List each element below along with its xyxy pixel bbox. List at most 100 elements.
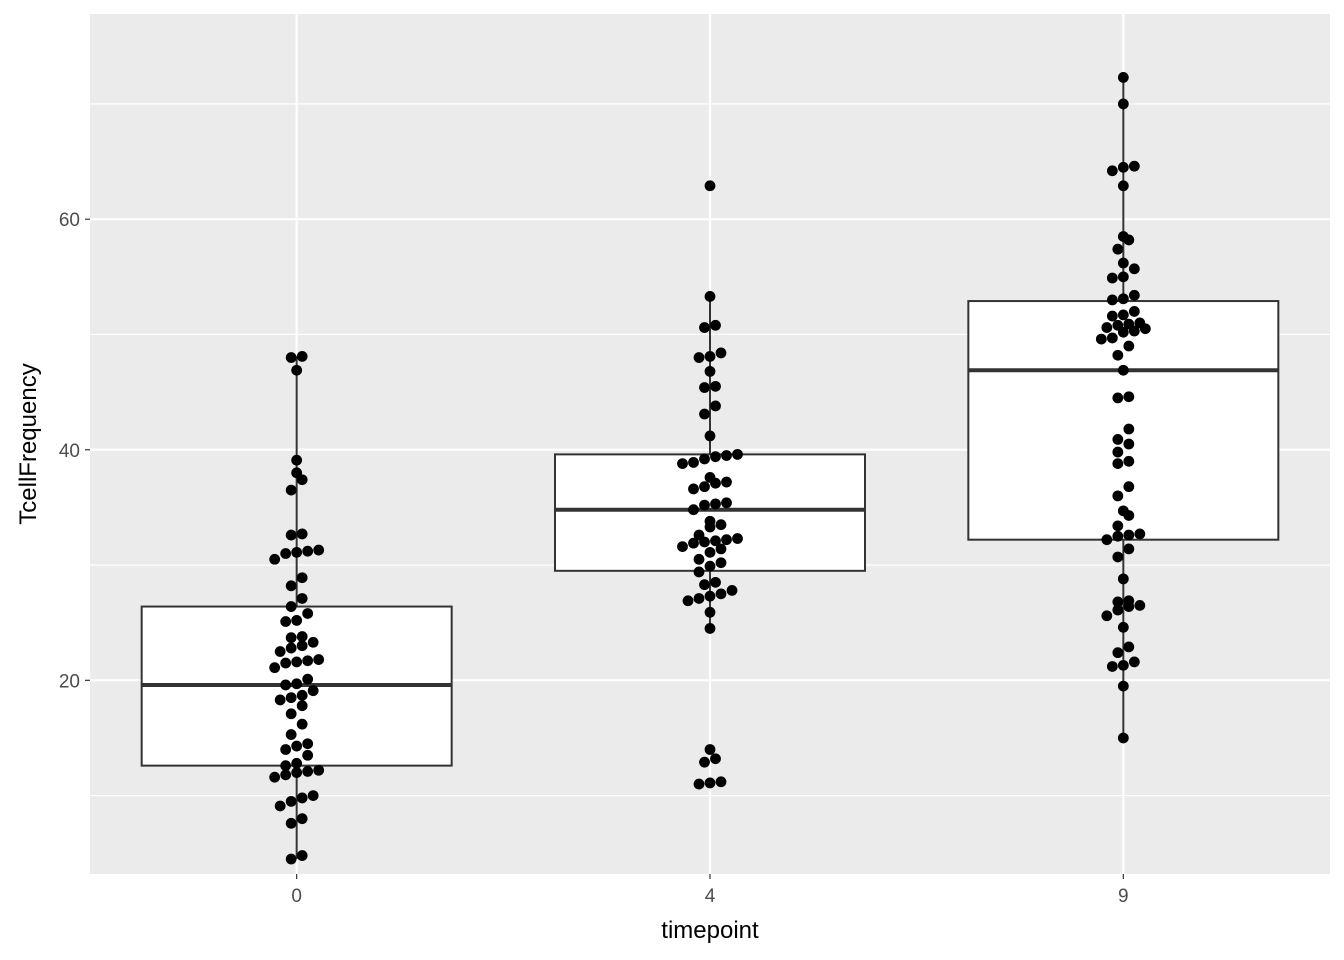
data-point [710,498,721,510]
data-point [1117,98,1129,110]
data-point [1095,333,1107,345]
data-point [693,778,705,790]
y-tick-label-60: 60 [59,210,80,231]
data-point [715,776,727,788]
data-point [285,795,297,807]
data-point [693,352,705,363]
data-point [1123,641,1135,653]
data-point [699,499,710,511]
data-point [291,546,303,558]
data-point [1106,294,1118,306]
data-point [1112,647,1124,659]
data-point [313,764,325,776]
data-point [291,454,303,466]
data-point [1101,534,1113,546]
data-point [1117,231,1129,242]
data-point [302,545,314,557]
data-point [677,541,688,553]
data-point [1112,392,1124,404]
data-point [296,640,308,652]
data-point [291,740,303,752]
data-point [291,757,303,769]
data-point [688,504,699,516]
data-point [1117,72,1129,83]
data-point [1123,391,1135,403]
data-point [1112,243,1124,255]
data-point [296,718,308,730]
data-point [1134,528,1146,540]
data-point [1112,604,1124,616]
data-point [1134,317,1146,329]
data-point [1117,180,1129,192]
data-point [699,322,710,333]
data-point [280,548,292,559]
data-point [296,350,308,362]
data-point [296,700,308,712]
data-point [302,749,314,761]
data-point [1117,505,1129,517]
data-point [302,655,314,667]
data-point [1106,661,1118,672]
data-point [291,678,303,690]
data-point [693,529,705,541]
data-point [1106,310,1118,322]
data-point [699,756,710,768]
data-point [704,180,716,192]
data-point [1101,610,1113,622]
data-point [1106,165,1118,177]
data-point [1112,349,1124,361]
data-point [285,632,297,644]
x-tick-label-0: 0 [291,886,302,907]
data-point [704,606,716,618]
data-point [715,588,727,600]
data-point [710,400,721,412]
data-point [1112,551,1124,563]
data-point [285,817,297,829]
data-point [1128,263,1140,275]
data-point [285,692,297,704]
y-tick-label-40: 40 [59,441,80,462]
data-point [274,694,286,706]
data-point [699,579,710,591]
data-point [296,631,308,642]
data-point [1117,732,1129,744]
x-axis: 0 4 9 [291,874,1129,907]
data-point [307,790,319,802]
x-tick-label-9: 9 [1118,886,1129,907]
data-point [302,673,314,685]
data-point [721,497,732,509]
data-point [699,408,710,420]
data-point [269,553,281,565]
data-point [1112,446,1124,458]
data-point [269,771,281,783]
data-point [1123,455,1135,467]
data-point [1123,543,1135,555]
data-point [693,593,705,604]
data-point [677,458,688,469]
data-point [715,543,727,555]
data-point [1128,656,1140,668]
x-axis-title: timepoint [661,917,759,944]
data-point [715,557,727,569]
data-point [285,601,297,612]
data-point [1112,596,1124,608]
data-point [1112,490,1124,502]
data-point [285,729,297,740]
x-tick-label-4: 4 [705,886,716,907]
box-9 [967,300,1280,541]
data-point [291,656,303,668]
data-point [726,585,738,596]
data-point [704,515,716,527]
data-point [1106,332,1118,344]
data-point [704,472,716,483]
data-point [307,636,319,648]
data-point [721,450,732,461]
data-point [688,483,699,495]
data-point [296,792,308,804]
data-point [280,744,292,755]
data-point [1112,520,1124,532]
data-point [1106,272,1118,284]
data-point [291,767,303,778]
data-point [704,430,716,442]
